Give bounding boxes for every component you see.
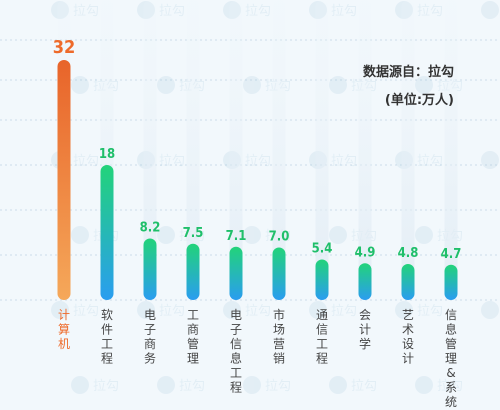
bar xyxy=(186,243,200,300)
svg-text:拉勾: 拉勾 xyxy=(331,154,357,169)
bar xyxy=(272,247,286,300)
watermark-icon: 拉勾 xyxy=(309,301,357,319)
bar xyxy=(229,246,243,300)
svg-text:拉勾: 拉勾 xyxy=(159,304,185,319)
watermark-icon: 拉勾 xyxy=(481,151,499,169)
svg-text:拉勾: 拉勾 xyxy=(159,154,185,169)
svg-text:拉勾: 拉勾 xyxy=(351,379,377,394)
watermark-icon: 拉勾 xyxy=(71,376,119,394)
bar xyxy=(444,264,458,300)
bar-track xyxy=(401,0,415,300)
svg-text:拉勾: 拉勾 xyxy=(73,304,99,319)
value-label: 7.1 xyxy=(226,229,247,244)
watermark-icon: 拉勾 xyxy=(157,376,205,394)
svg-text:拉勾: 拉勾 xyxy=(417,154,443,169)
svg-text:拉勾: 拉勾 xyxy=(73,4,99,19)
watermark-icon: 拉勾 xyxy=(481,301,499,319)
category-label: 信息管理&系统 xyxy=(445,308,457,409)
svg-text:拉勾: 拉勾 xyxy=(437,379,463,394)
value-label: 18 xyxy=(99,147,115,162)
grid-lines xyxy=(0,39,500,301)
category-label: 会计学 xyxy=(359,308,371,351)
svg-text:拉勾: 拉勾 xyxy=(245,154,271,169)
svg-text:拉勾: 拉勾 xyxy=(331,304,357,319)
bar-track xyxy=(272,0,286,300)
svg-text:拉勾: 拉勾 xyxy=(265,379,291,394)
value-label: 7.5 xyxy=(183,226,204,241)
category-label: 市场营销 xyxy=(273,307,285,366)
bar-track xyxy=(229,0,243,300)
watermark-icon: 拉勾 xyxy=(481,1,499,19)
category-label: 计算机 xyxy=(58,308,70,351)
category-label: 电子信息工程 xyxy=(230,308,242,395)
bar xyxy=(315,259,329,300)
watermark-icon: 拉勾 xyxy=(243,376,291,394)
bars xyxy=(57,60,458,300)
bar-track xyxy=(315,0,329,300)
category-label: 工商管理 xyxy=(187,308,199,366)
value-label: 5.4 xyxy=(312,242,333,257)
value-label: 4.8 xyxy=(398,246,419,261)
bar-track xyxy=(358,0,372,300)
svg-text:拉勾: 拉勾 xyxy=(245,304,271,319)
value-labels: 32 18 8.2 7.5 7.1 7.0 5.4 4.9 4.8 4.7 xyxy=(53,37,462,262)
value-label: 7.0 xyxy=(269,230,290,245)
watermark-icon: 拉勾 xyxy=(329,376,377,394)
bar xyxy=(100,165,114,300)
bar xyxy=(358,263,372,300)
bar-track xyxy=(143,0,157,300)
bar-track xyxy=(186,0,200,300)
svg-text:拉勾: 拉勾 xyxy=(73,154,99,169)
value-label: 8.2 xyxy=(140,221,161,236)
category-label: 电子商务 xyxy=(144,308,156,366)
watermark-icon: 拉勾 xyxy=(51,301,99,319)
bar-track xyxy=(444,0,458,300)
value-label: 4.7 xyxy=(441,247,462,262)
bar xyxy=(401,264,415,300)
svg-text:拉勾: 拉勾 xyxy=(245,4,271,19)
category-label: 通信工程 xyxy=(316,308,328,366)
category-label: 艺术设计 xyxy=(402,308,414,366)
watermark-icon: 拉勾 xyxy=(137,301,185,319)
value-label: 4.9 xyxy=(355,245,376,260)
svg-text:拉勾: 拉勾 xyxy=(331,4,357,19)
watermark-icon: 拉勾 xyxy=(395,301,443,319)
category-label: 软件工程 xyxy=(101,308,113,366)
bar xyxy=(143,238,157,300)
watermark-icon: 拉勾 xyxy=(415,376,463,394)
svg-text:拉勾: 拉勾 xyxy=(93,379,119,394)
category-labels: 计算机 软件工程 电子商务 工商管理 电子信息工程 市场营销 通信工程 会计学 艺术设计 信息管理… xyxy=(58,307,457,409)
value-label: 32 xyxy=(53,37,76,58)
svg-text:拉勾: 拉勾 xyxy=(159,4,185,19)
svg-text:拉勾: 拉勾 xyxy=(417,4,443,19)
svg-text:拉勾: 拉勾 xyxy=(417,304,443,319)
watermark-icon: 拉勾 xyxy=(223,301,271,319)
bar xyxy=(57,60,71,300)
svg-text:拉勾: 拉勾 xyxy=(179,379,205,394)
